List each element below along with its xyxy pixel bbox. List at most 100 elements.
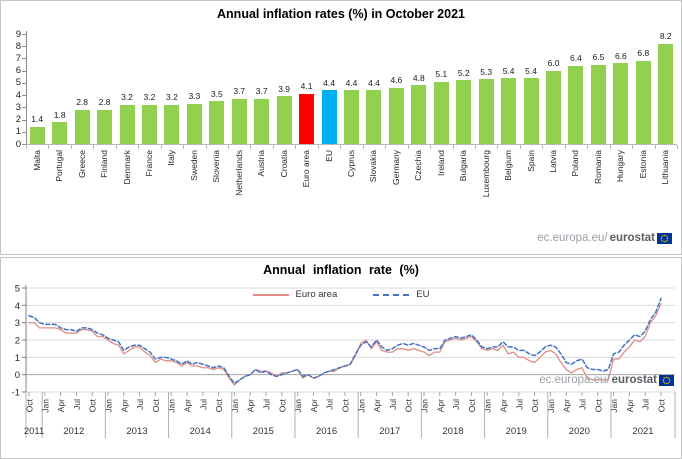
y-axis-tick-label: 1	[15, 126, 21, 138]
y-axis-tick-label: 2	[15, 114, 21, 126]
bar-value-label: 5.1	[435, 69, 448, 80]
x-category-label: Luxembourg	[480, 150, 491, 198]
y-axis-tick-label: 3	[15, 101, 21, 113]
month-tick-label: Jan	[293, 399, 303, 413]
bar-value-label: 4.4	[345, 77, 358, 88]
bar-greece	[74, 109, 90, 144]
year-label: 2011	[24, 426, 44, 437]
x-axis-tick	[70, 145, 72, 149]
x-category-label: Sweden	[188, 150, 199, 181]
legend-line-sample	[252, 293, 289, 296]
eu-flag-star	[662, 240, 664, 242]
eu-flag-star	[667, 237, 669, 239]
bar-value-label: 4.8	[412, 72, 425, 83]
watermark-brand: eurostat	[611, 374, 657, 386]
x-axis-tick	[519, 145, 521, 149]
month-tick-label: Jul	[451, 399, 461, 410]
y-axis-line	[26, 31, 27, 144]
bar-belgium	[501, 78, 517, 144]
y-axis-tick	[22, 70, 26, 72]
bar-value-label: 2.8	[76, 97, 89, 108]
y-axis-tick-label: 7	[15, 52, 21, 64]
eurostat-watermark: ec.europa.eu/eurostat	[539, 374, 674, 386]
month-tick-label: Jul	[578, 399, 588, 410]
year-label: 2018	[442, 426, 463, 437]
x-category-label: Netherlands	[233, 150, 244, 196]
bar-france	[141, 104, 157, 144]
legend-label: EU	[416, 289, 430, 300]
y-axis-tick-label: 6	[15, 65, 21, 77]
x-axis-tick	[183, 145, 185, 149]
bar-estonia	[635, 60, 651, 144]
legend-item-euro-area: Euro area	[252, 289, 337, 300]
x-category-label: Slovakia	[368, 150, 379, 183]
month-tick-label: Jul	[514, 399, 524, 410]
bar-value-label: 3.7	[255, 86, 268, 97]
bar-value-label: 4.1	[300, 81, 313, 92]
eu-flag-star	[663, 381, 665, 383]
eu-flag-star	[661, 239, 663, 241]
eu-flag-star	[665, 382, 668, 384]
bar-bulgaria	[456, 80, 472, 144]
x-axis-tick	[93, 145, 95, 149]
x-axis-tick	[430, 145, 432, 149]
bar-croatia	[276, 96, 292, 144]
bar-value-label: 6.5	[592, 52, 605, 63]
bar-value-label: 8.2	[659, 31, 672, 42]
eu-flag-star	[667, 376, 669, 378]
eu-flag-star	[660, 237, 662, 239]
bar-value-label: 3.7	[233, 86, 246, 97]
x-axis-tick	[587, 145, 589, 149]
month-tick-label: Jul	[641, 399, 651, 410]
year-label: 2013	[126, 426, 147, 437]
month-tick-label: Apr	[246, 399, 256, 412]
bar-value-label: 3.5	[210, 88, 223, 99]
eu-flag-icon	[657, 232, 672, 244]
month-tick-label: Apr	[499, 399, 509, 412]
year-label: 2021	[632, 426, 653, 437]
x-axis-tick	[295, 145, 297, 149]
x-axis-tick	[26, 145, 27, 149]
x-axis-tick	[250, 145, 252, 149]
month-tick-label: Jan	[104, 399, 114, 413]
month-tick-label: Oct	[151, 398, 161, 412]
y-axis-tick-label: 3	[15, 318, 20, 329]
eu-flag-star	[663, 377, 665, 379]
x-category-label: Latvia	[548, 150, 559, 173]
y-axis-tick-label: 1	[15, 353, 20, 364]
x-axis-tick	[632, 145, 634, 149]
month-tick-label: Jul	[72, 399, 82, 410]
x-axis-tick	[609, 145, 611, 149]
x-axis-tick	[205, 145, 207, 149]
bar-romania	[590, 64, 606, 144]
bar-value-label: 5.2	[457, 67, 470, 78]
month-tick-label: Apr	[56, 399, 66, 412]
line-chart-plot-area: -1 0 1 2 3 4 5 Oct Jan Apr Jul Oct Jan Apr Jul Oct Jan Ap…	[12, 284, 676, 438]
x-category-label: Slovenia	[211, 150, 222, 183]
y-axis-tick	[22, 119, 26, 121]
month-tick-label: Oct	[404, 398, 414, 412]
line-chart-panel: Annual inflation rate (%) Euro area EU -1…	[0, 257, 682, 459]
month-tick-label: Apr	[625, 399, 635, 412]
eu-flag-star	[666, 239, 668, 241]
bar-chart-plot-area: 0 1 2 3 4 5 6 7 8 9 1.4 Malta 1.8 Portugal 2.8 Greece 2.…	[1, 1, 681, 254]
bar-value-label: 4.4	[368, 77, 380, 88]
x-category-label: Spain	[525, 150, 536, 172]
bar-value-label: 6.6	[614, 50, 627, 61]
x-axis-tick	[677, 145, 678, 149]
eurostat-watermark: ec.europa.eu/eurostat	[537, 232, 672, 244]
y-axis-tick-label: -1	[12, 388, 20, 399]
month-tick-label: Jul	[262, 399, 272, 410]
x-axis-tick	[228, 145, 230, 149]
month-tick-label: Oct	[657, 398, 667, 412]
x-category-label: Croatia	[278, 150, 289, 178]
x-axis-tick	[474, 145, 476, 149]
bar-austria	[254, 98, 270, 144]
eu-flag-star	[668, 381, 670, 383]
bar-eu	[321, 90, 337, 144]
month-tick-label: Oct	[530, 398, 540, 412]
x-axis-line	[26, 144, 677, 145]
month-tick-label: Oct	[214, 398, 224, 412]
bar-germany	[388, 87, 404, 144]
bar-value-label: 5.4	[502, 65, 515, 76]
